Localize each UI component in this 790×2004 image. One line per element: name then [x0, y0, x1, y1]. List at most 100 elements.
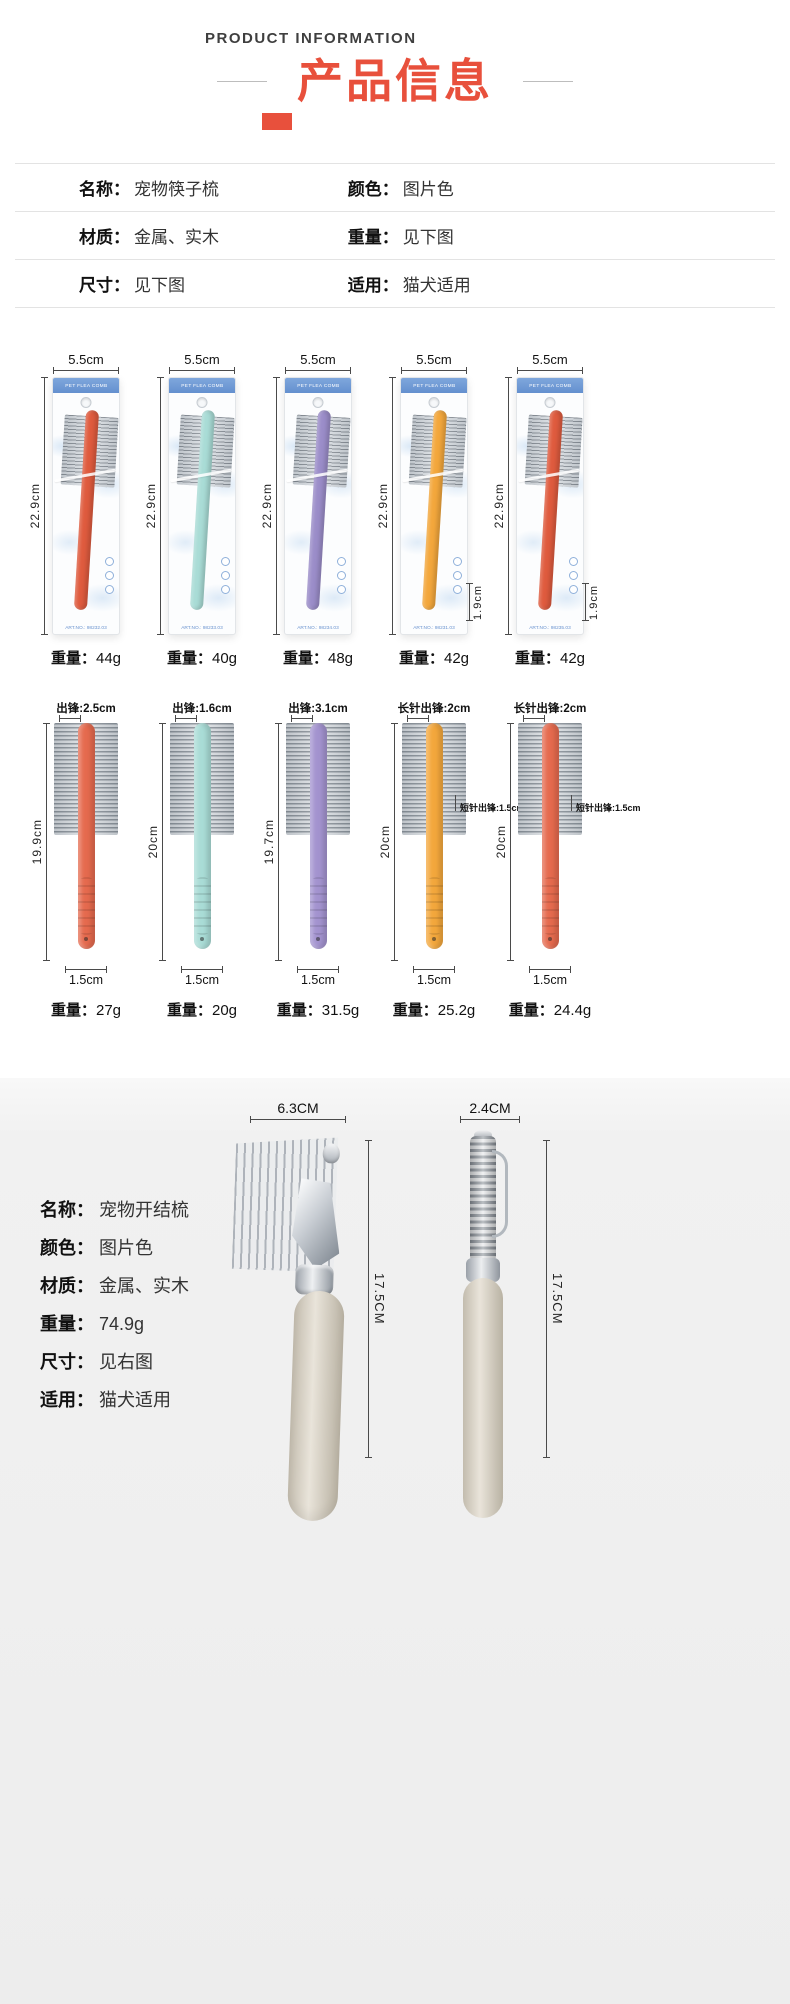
feature-badges — [453, 557, 462, 594]
measure-line — [169, 367, 235, 374]
package-card: PET FLEA COMB ART.NO.: 98234.03 — [284, 377, 352, 635]
title-accent-box — [262, 113, 292, 130]
handle-ribs — [77, 877, 95, 935]
handle-width-label: 1.5cm — [184, 973, 220, 987]
pin-length-bracket — [59, 715, 81, 722]
packaged-comb-figure: 22.9cm PET FLEA COMB — [260, 377, 352, 635]
eyebrow-title: PRODUCT INFORMATION — [205, 30, 417, 47]
comb-handle — [425, 723, 443, 949]
spec-row: 材质： 金属、实木 重量： 见下图 — [15, 212, 775, 260]
comb-height-measure: 19.9cm — [30, 723, 50, 961]
feature-badge-icon — [337, 585, 346, 594]
measure-line — [505, 377, 512, 635]
spec-cell: 名称： 宠物筷子梳 — [15, 175, 342, 200]
comb-height-label: 20cm — [378, 825, 392, 859]
spec-value: 74.9g — [99, 1314, 145, 1334]
package-height-label: 22.9cm — [492, 483, 506, 529]
comb-height-measure: 20cm — [494, 723, 514, 961]
weight-row: 重量：25.2g — [393, 999, 476, 1020]
weight-label: 重量： — [50, 1002, 96, 1019]
package-height-label: 22.9cm — [144, 483, 158, 529]
packaged-combs-grid: 5.5cm 22.9cm PET FLEA COMB — [28, 352, 608, 668]
package-height-measure: 22.9cm — [144, 377, 164, 635]
spec-value: 见下图 — [134, 276, 185, 295]
hang-hole-icon — [80, 397, 92, 408]
pin-length-bracket — [523, 715, 545, 722]
hang-hole-icon — [428, 397, 440, 408]
measure-line — [517, 367, 583, 374]
short-pin-length-label: 短针出锋:1.5cm — [570, 795, 641, 814]
feature-badge-icon — [569, 571, 578, 580]
bare-comb-figure: 19.9cm — [30, 723, 118, 961]
handle-ribs — [309, 877, 327, 935]
short-pin-length-label: 短针出锋:1.5cm — [454, 795, 525, 814]
spring-coil — [470, 1136, 496, 1262]
package-side-label: 1.9cm — [472, 584, 484, 620]
weight-value: 40g — [211, 650, 238, 667]
title-divider-left — [217, 80, 267, 82]
weight-label: 重量： — [282, 650, 328, 667]
bare-combs-grid: 出锋:2.5cm 19.9cm 1.5cm 重量：27g 出锋:1.6cm — [28, 700, 641, 1020]
package-width-label: 5.5cm — [416, 352, 452, 367]
tool-width-label: 6.3CM — [277, 1100, 319, 1116]
tool-height-measure: 17.5CM — [365, 1140, 387, 1458]
weight-row: 重量：20g — [167, 999, 237, 1020]
weight-label: 重量： — [166, 1002, 212, 1019]
art-number: ART.NO.: 98234.03 — [297, 625, 339, 631]
handle-width-label: 1.5cm — [68, 973, 104, 987]
handle-width-measure: 1.5cm — [65, 966, 107, 987]
measure-line — [507, 723, 514, 961]
package-brand-label: PET FLEA COMB — [180, 383, 224, 388]
measure-line — [43, 723, 50, 961]
comb-height-label: 19.7cm — [262, 819, 276, 865]
spec-label: 适用： — [347, 276, 399, 295]
spec-label: 重量： — [347, 228, 399, 247]
spec-row: 重量： 74.9g — [40, 1310, 189, 1334]
measure-line — [53, 367, 119, 374]
bare-comb-column: 出锋:3.1cm 19.7cm 1.5cm 重量：31.5g — [260, 700, 376, 1020]
package-side-label: 1.9cm — [588, 584, 600, 620]
weight-label: 重量： — [276, 1002, 322, 1019]
feature-badge-icon — [105, 585, 114, 594]
measure-line — [157, 377, 164, 635]
measure-line — [159, 723, 166, 961]
package-width-label: 5.5cm — [532, 352, 568, 367]
pin-length-label: 出锋:2.5cm — [56, 703, 116, 715]
comb-height-label: 19.9cm — [30, 819, 44, 865]
weight-value: 44g — [95, 650, 122, 667]
comb-handle — [77, 723, 95, 949]
feature-badges — [221, 557, 230, 594]
dematting-comb-image — [214, 1134, 366, 1618]
spec-label: 颜色： — [347, 180, 399, 199]
bare-comb-column: 出锋:1.6cm 20cm 1.5cm 重量：20g — [144, 700, 260, 1020]
package-width-label: 5.5cm — [68, 352, 104, 367]
hang-hole-icon — [196, 397, 208, 408]
pin-length-label: 出锋:1.6cm — [172, 703, 232, 715]
feature-badges — [105, 557, 114, 594]
feature-badges — [337, 557, 346, 594]
pin-length-label: 出锋:3.1cm — [288, 703, 348, 715]
measure-line — [181, 966, 223, 973]
handle-width-measure: 1.5cm — [297, 966, 339, 987]
tool-handle — [286, 1290, 345, 1522]
package-width-measure: 5.5cm — [285, 352, 351, 374]
measure-line — [297, 966, 339, 973]
package-width-label: 5.5cm — [184, 352, 220, 367]
feature-badge-icon — [337, 557, 346, 566]
packaged-comb-column: 5.5cm 22.9cm PET FLEA COMB — [260, 352, 376, 668]
weight-label: 重量： — [508, 1002, 554, 1019]
weight-row: 重量：31.5g — [277, 999, 360, 1020]
spec-label: 尺寸： — [79, 276, 130, 295]
weight-row: 重量：42g — [399, 647, 469, 668]
measure-line — [401, 367, 467, 374]
measure-line — [250, 1116, 346, 1123]
package-card: PET FLEA COMB ART.NO.: 98233.03 — [168, 377, 236, 635]
feature-badge-icon — [105, 571, 114, 580]
handle-ribs — [425, 877, 443, 935]
art-number: ART.NO.: 98232.03 — [65, 625, 107, 631]
weight-value: 42g — [559, 650, 586, 667]
pin-length-label: 长针出锋:2cm — [513, 703, 587, 715]
spec-value: 猫犬适用 — [99, 1390, 171, 1410]
tool-height-label: 17.5CM — [372, 1273, 387, 1325]
bare-comb-figure: 20cm 短针出锋:1.5cm — [378, 723, 525, 961]
